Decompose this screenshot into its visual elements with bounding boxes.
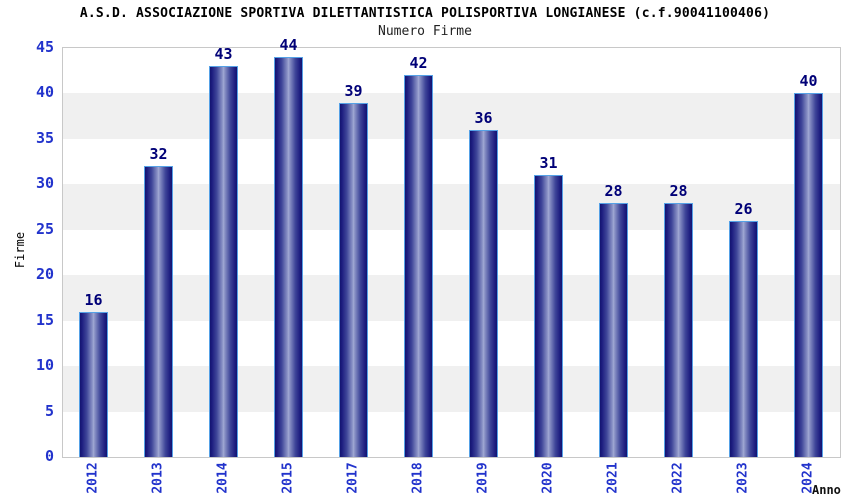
x-tick-label-2012: 2012 (85, 462, 100, 494)
bar-value-label: 42 (409, 54, 428, 73)
bar-2017 (339, 102, 368, 457)
grid-band (63, 275, 840, 321)
plot-area: 16 32 43 44 39 42 36 31 28 28 26 40 (62, 36, 841, 458)
y-tick-label: 20 (35, 265, 54, 284)
bar-value-label: 32 (149, 145, 168, 164)
bar-2019 (469, 129, 498, 457)
bar-2022 (664, 202, 693, 457)
bar-value-label: 16 (84, 290, 103, 309)
bar-2021 (599, 202, 628, 457)
y-tick-label: 35 (35, 128, 54, 147)
x-axis-title: Anno (812, 483, 841, 497)
grid-band (63, 411, 840, 457)
grid-band (63, 93, 840, 139)
x-tick-label-2015: 2015 (280, 462, 295, 494)
y-tick-label: 0 (44, 447, 54, 465)
x-tick-label-2020: 2020 (540, 462, 555, 494)
chart-title: A.S.D. ASSOCIAZIONE SPORTIVA DILETTANTIS… (79, 6, 771, 21)
y-tick-label: 30 (35, 174, 54, 193)
bar-2014 (209, 66, 238, 457)
y-tick-label: 40 (35, 83, 54, 102)
x-tick-label-2013: 2013 (150, 462, 165, 494)
bar-value-label: 31 (539, 154, 558, 173)
x-tick-label-2021: 2021 (605, 462, 620, 494)
bar-value-label: 39 (344, 81, 363, 100)
x-tick-label-2019: 2019 (475, 462, 490, 494)
chart-subtitle: Numero Firme (378, 24, 472, 39)
bar-2018 (404, 75, 433, 457)
bar-2023 (729, 220, 758, 457)
x-tick-label-2017: 2017 (345, 462, 360, 494)
bar-value-label: 43 (214, 45, 233, 64)
x-tick-label-2014: 2014 (215, 462, 230, 494)
bar-value-label: 36 (474, 108, 493, 127)
bar-value-label: 26 (734, 199, 753, 218)
y-tick-label: 15 (35, 310, 54, 329)
bar-2024 (794, 93, 823, 457)
x-tick-label-2022: 2022 (670, 462, 685, 494)
y-tick-label: 10 (35, 356, 54, 375)
bar-value-label: 28 (604, 181, 623, 200)
bar-2013 (144, 166, 173, 457)
y-tick-label: 5 (44, 401, 54, 420)
y-tick-label: 25 (35, 219, 54, 238)
grid-band (63, 184, 840, 230)
grid-band (63, 320, 840, 367)
bar-value-label: 40 (799, 72, 818, 91)
grid-band (63, 229, 840, 276)
bar-value-label: 28 (669, 181, 688, 200)
bar-2020 (534, 175, 563, 457)
bar-2015 (274, 57, 303, 457)
grid-band (63, 138, 840, 185)
grid-band (63, 366, 840, 412)
bar-value-label: 44 (279, 36, 298, 55)
grid-band (63, 48, 840, 94)
x-tick-label-2018: 2018 (410, 462, 425, 494)
y-axis-title: Firme (13, 231, 27, 269)
y-tick-label: 45 (35, 38, 54, 56)
x-tick-label-2023: 2023 (735, 462, 750, 494)
bar-2012 (79, 311, 108, 457)
